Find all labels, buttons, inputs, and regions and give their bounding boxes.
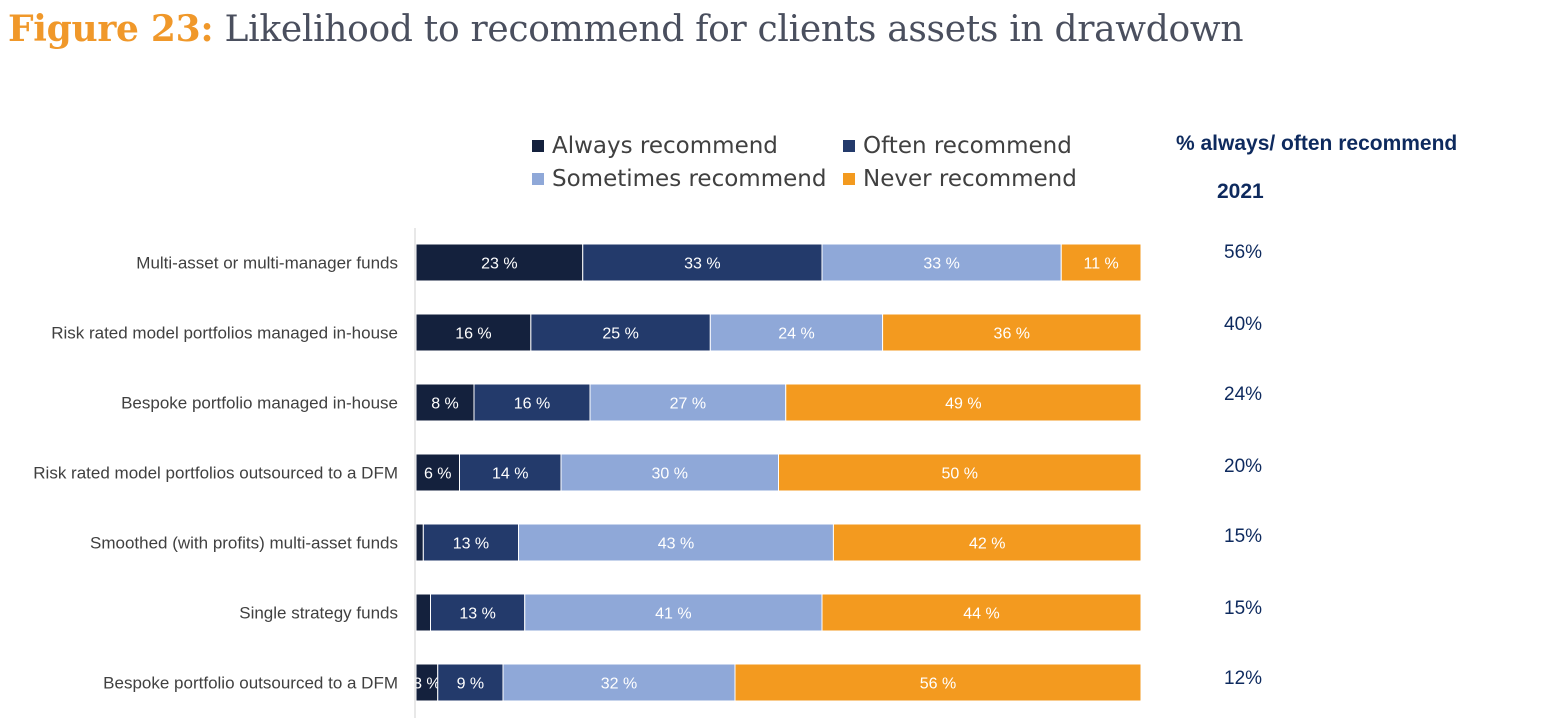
data-label-never-recommend-risk-rated-model-portfolios-outsourced-to-a-dfm: 50 %	[942, 466, 978, 483]
bar-segment-sometimes-recommend-single-strategy-funds	[524, 593, 823, 632]
legend-item-often: Often recommend	[843, 133, 1072, 159]
data-label-always-recommend-multi-asset-or-multi-manager-funds: 23 %	[481, 256, 517, 273]
data-label-always-recommend-risk-rated-model-portfolios-managed-in-house: 16 %	[455, 326, 491, 343]
legend-label-sometimes: Sometimes recommend	[552, 166, 827, 192]
bar-segment-often-recommend-smoothed-with-profits-multi-asset-funds	[422, 523, 520, 562]
bar-segment-never-recommend-single-strategy-funds	[821, 593, 1142, 632]
side-panel-title: % always/ often recommend	[1176, 132, 1458, 155]
bar-segment-always-recommend-risk-rated-model-portfolios-outsourced-to-a-dfm	[415, 453, 460, 492]
bar-segment-never-recommend-multi-asset-or-multi-manager-funds	[1060, 243, 1142, 282]
data-label-sometimes-recommend-smoothed-with-profits-multi-asset-funds: 43 %	[658, 536, 694, 553]
category-label-single-strategy-funds: Single strategy funds	[239, 604, 398, 623]
data-label-often-recommend-risk-rated-model-portfolios-managed-in-house: 25 %	[602, 326, 638, 343]
legend-swatch-never	[843, 173, 855, 185]
data-label-sometimes-recommend-risk-rated-model-portfolios-outsourced-to-a-dfm: 30 %	[652, 466, 688, 483]
bar-segment-sometimes-recommend-bespoke-portfolio-outsourced-to-a-dfm	[502, 663, 736, 702]
data-label-never-recommend-risk-rated-model-portfolios-managed-in-house: 36 %	[994, 326, 1030, 343]
bar-segment-sometimes-recommend-risk-rated-model-portfolios-managed-in-house	[709, 313, 884, 352]
bar-segment-always-recommend-single-strategy-funds	[415, 593, 431, 632]
side-value-bespoke-dfm: 12%	[1224, 668, 1263, 689]
bar-segment-sometimes-recommend-smoothed-with-profits-multi-asset-funds	[518, 523, 834, 562]
side-value-single-strategy: 15%	[1224, 598, 1263, 619]
legend-swatch-sometimes	[532, 173, 544, 185]
data-label-sometimes-recommend-single-strategy-funds: 41 %	[655, 606, 691, 623]
legend-item-sometimes: Sometimes recommend	[532, 166, 826, 192]
legend-label-always: Always recommend	[552, 133, 778, 159]
bar-segment-often-recommend-bespoke-portfolio-outsourced-to-a-dfm	[437, 663, 504, 702]
data-label-always-recommend-risk-rated-model-portfolios-outsourced-to-a-dfm: 6 %	[424, 466, 452, 483]
bar-segment-often-recommend-bespoke-portfolio-managed-in-house	[473, 383, 591, 422]
legend-label-often: Often recommend	[863, 133, 1072, 159]
category-label-bespoke-portfolio-outsourced-to-a-dfm: Bespoke portfolio outsourced to a DFM	[103, 674, 398, 693]
data-label-sometimes-recommend-risk-rated-model-portfolios-managed-in-house: 24 %	[778, 326, 814, 343]
data-label-always-recommend-bespoke-portfolio-managed-in-house: 8 %	[431, 396, 459, 413]
data-label-often-recommend-smoothed-with-profits-multi-asset-funds: 13 %	[453, 536, 489, 553]
figure-title-text: Likelihood to recommend for clients asse…	[213, 9, 1244, 50]
data-label-often-recommend-single-strategy-funds: 13 %	[459, 606, 495, 623]
bar-segment-never-recommend-bespoke-portfolio-outsourced-to-a-dfm	[734, 663, 1142, 702]
side-value-smoothed: 15%	[1224, 526, 1263, 547]
legend-item-always: Always recommend	[532, 133, 778, 159]
category-label-multi-asset-or-multi-manager-funds: Multi-asset or multi-manager funds	[136, 254, 398, 273]
bar-segment-always-recommend-risk-rated-model-portfolios-managed-in-house	[415, 313, 532, 352]
bar-segment-sometimes-recommend-risk-rated-model-portfolios-outsourced-to-a-dfm	[560, 453, 779, 492]
figure-number: Figure 23:	[8, 8, 214, 50]
data-label-never-recommend-single-strategy-funds: 44 %	[963, 606, 999, 623]
category-label-risk-rated-model-portfolios-managed-in-house: Risk rated model portfolios managed in-h…	[51, 324, 398, 343]
data-label-often-recommend-multi-asset-or-multi-manager-funds: 33 %	[684, 256, 720, 273]
bar-segment-never-recommend-risk-rated-model-portfolios-managed-in-house	[882, 313, 1142, 352]
bar-segment-always-recommend-multi-asset-or-multi-manager-funds	[415, 243, 584, 282]
data-label-never-recommend-smoothed-with-profits-multi-asset-funds: 42 %	[969, 536, 1005, 553]
bar-segment-never-recommend-bespoke-portfolio-managed-in-house	[785, 383, 1142, 422]
data-label-sometimes-recommend-bespoke-portfolio-managed-in-house: 27 %	[670, 396, 706, 413]
legend-swatch-often	[843, 140, 855, 152]
legend-label-never: Never recommend	[863, 166, 1077, 192]
figure-title: Figure 23: Likelihood to recommend for c…	[8, 8, 1244, 50]
category-label-bespoke-portfolio-managed-in-house: Bespoke portfolio managed in-house	[121, 394, 398, 413]
legend-swatch-always	[532, 140, 544, 152]
data-label-never-recommend-multi-asset-or-multi-manager-funds: 11 %	[1083, 256, 1118, 273]
bar-segment-sometimes-recommend-multi-asset-or-multi-manager-funds	[821, 243, 1062, 282]
data-label-often-recommend-bespoke-portfolio-outsourced-to-a-dfm: 9 %	[457, 676, 485, 693]
side-value-multi-asset: 56%	[1224, 242, 1263, 263]
category-label-smoothed-with-profits-multi-asset-funds: Smoothed (with profits) multi-asset fund…	[90, 534, 398, 553]
data-label-often-recommend-bespoke-portfolio-managed-in-house: 16 %	[514, 396, 550, 413]
bars-layer: Multi-asset or multi-manager funds 23 % 33…	[33, 243, 1142, 702]
bar-segment-often-recommend-risk-rated-model-portfolios-outsourced-to-a-dfm	[459, 453, 562, 492]
side-value-bespoke-inhouse: 24%	[1224, 384, 1263, 405]
category-label-risk-rated-model-portfolios-outsourced-to-a-dfm: Risk rated model portfolios outsourced t…	[33, 464, 398, 483]
data-label-sometimes-recommend-multi-asset-or-multi-manager-funds: 33 %	[923, 256, 959, 273]
data-label-never-recommend-bespoke-portfolio-outsourced-to-a-dfm: 56 %	[920, 676, 956, 693]
data-label-sometimes-recommend-bespoke-portfolio-outsourced-to-a-dfm: 32 %	[601, 676, 637, 693]
side-value-risk-dfm: 20%	[1224, 456, 1263, 477]
data-label-often-recommend-risk-rated-model-portfolios-outsourced-to-a-dfm: 14 %	[492, 466, 528, 483]
legend-item-never: Never recommend	[843, 166, 1077, 192]
bar-segment-never-recommend-smoothed-with-profits-multi-asset-funds	[832, 523, 1142, 562]
side-value-risk-inhouse: 40%	[1224, 314, 1263, 335]
data-label-never-recommend-bespoke-portfolio-managed-in-house: 49 %	[945, 396, 981, 413]
bar-segment-always-recommend-bespoke-portfolio-managed-in-house	[415, 383, 475, 422]
bar-segment-always-recommend-smoothed-with-profits-multi-asset-funds	[415, 523, 424, 562]
bar-segment-sometimes-recommend-bespoke-portfolio-managed-in-house	[589, 383, 787, 422]
data-label-always-recommend-bespoke-portfolio-outsourced-to-a-dfm: 3 %	[413, 676, 441, 693]
side-panel-year: 2021	[1217, 180, 1264, 203]
bar-segment-often-recommend-single-strategy-funds	[430, 593, 526, 632]
bar-segment-never-recommend-risk-rated-model-portfolios-outsourced-to-a-dfm	[778, 453, 1142, 492]
